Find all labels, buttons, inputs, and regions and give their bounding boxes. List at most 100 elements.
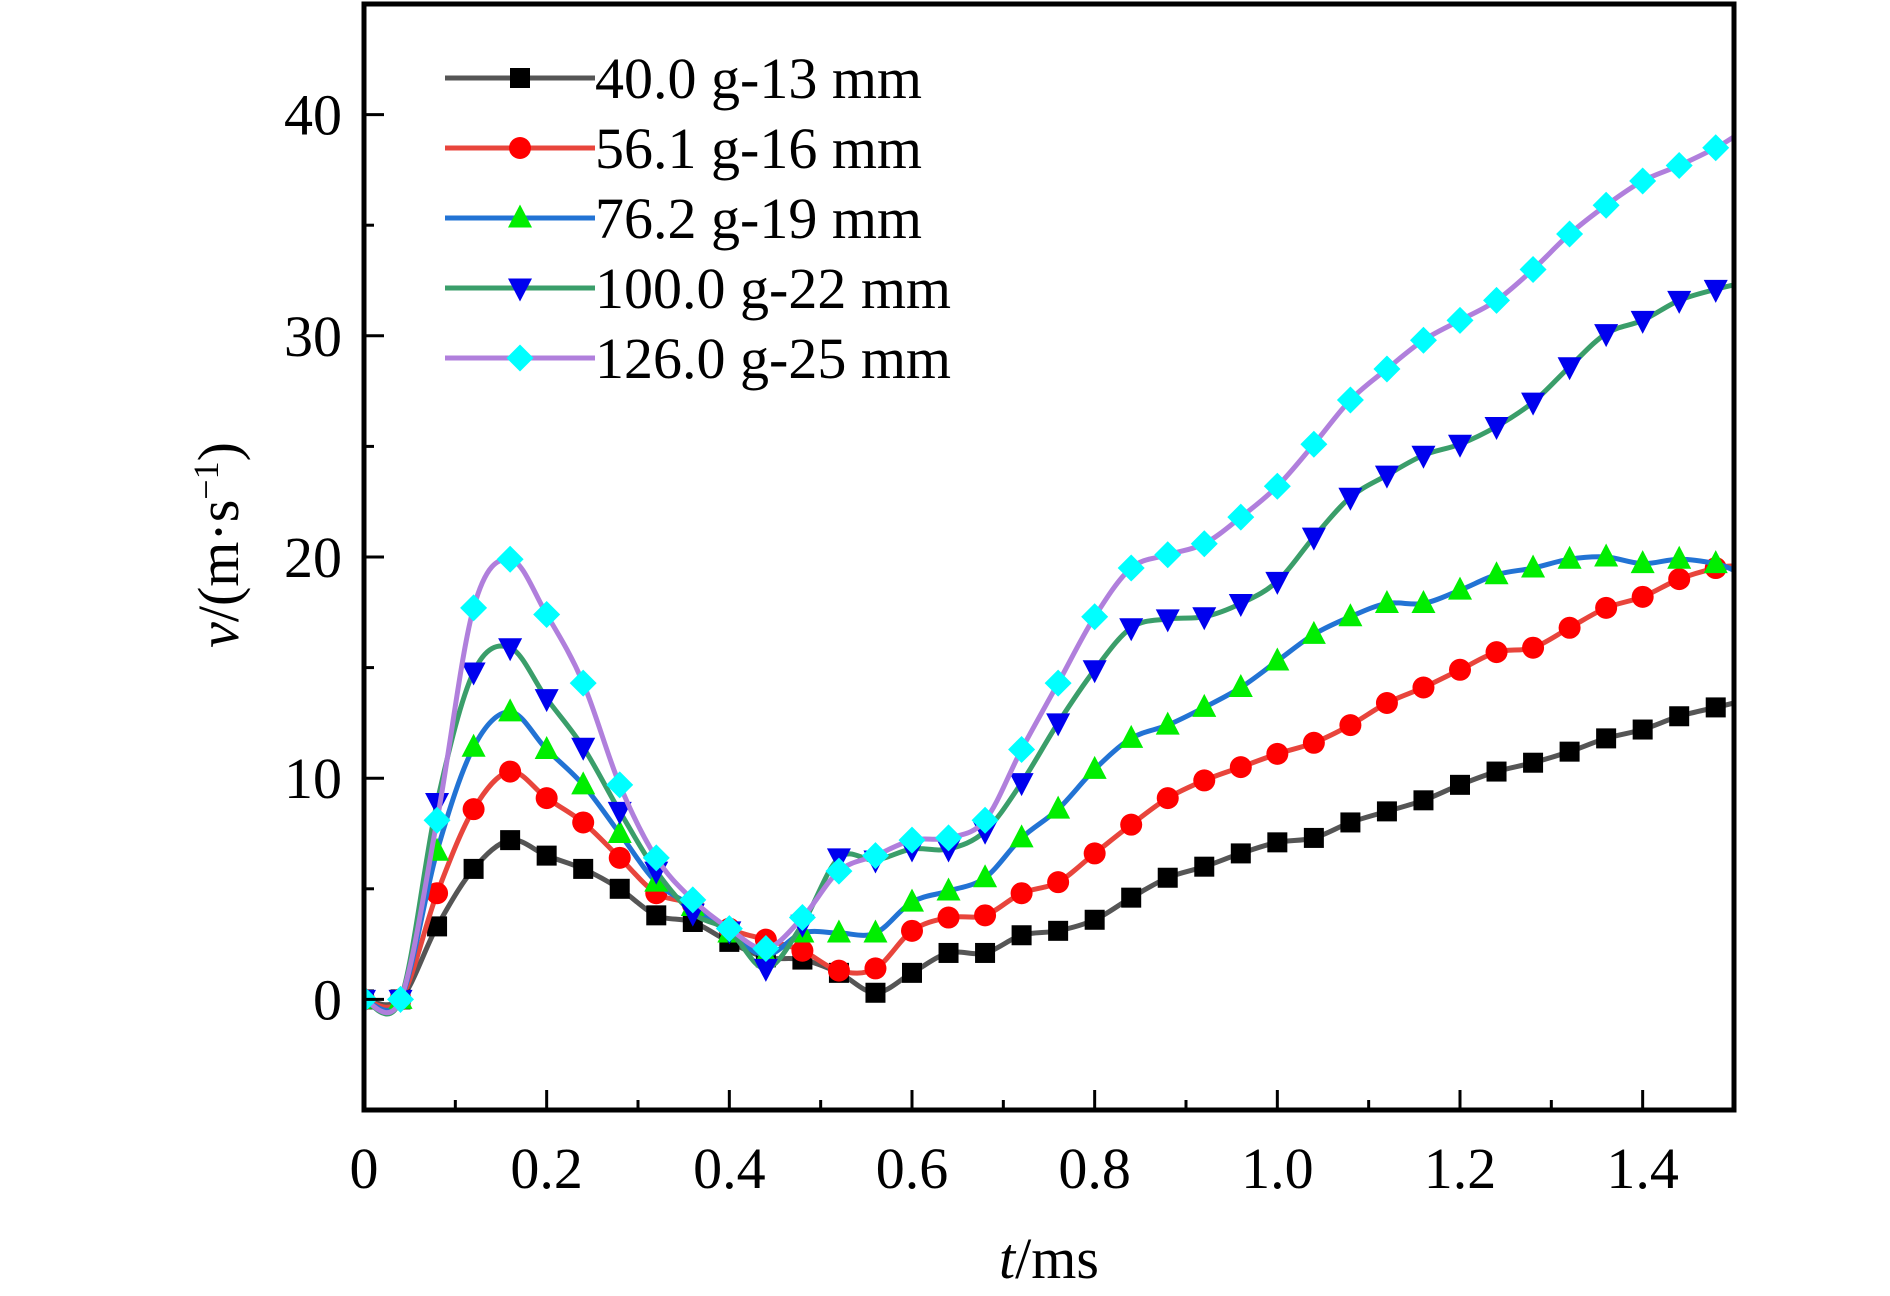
data-point bbox=[1047, 871, 1070, 894]
data-point bbox=[1301, 620, 1326, 644]
data-point bbox=[680, 903, 705, 927]
data-point bbox=[1082, 660, 1107, 684]
data-point bbox=[1483, 286, 1511, 314]
data-point bbox=[1375, 691, 1398, 714]
data-point bbox=[1008, 735, 1036, 763]
legend-marker-triangle-down-icon bbox=[508, 278, 532, 302]
legend-item: 76.2 g-19 mm bbox=[445, 186, 922, 251]
data-point bbox=[1117, 554, 1145, 582]
data-point bbox=[1448, 434, 1472, 458]
data-point bbox=[573, 858, 594, 879]
data-point bbox=[535, 787, 558, 810]
data-point bbox=[1374, 465, 1399, 489]
data-point bbox=[900, 888, 924, 912]
legend-item: 126.0 g-25 mm bbox=[445, 326, 951, 391]
data-point bbox=[1081, 603, 1109, 631]
data-point bbox=[1227, 503, 1255, 531]
series-layer bbox=[364, 134, 1734, 1017]
data-point bbox=[536, 845, 557, 866]
data-point bbox=[1522, 636, 1545, 659]
x-tick-label: 0 bbox=[350, 1136, 379, 1201]
data-point bbox=[1446, 306, 1474, 334]
data-point bbox=[974, 904, 997, 927]
data-point bbox=[1630, 550, 1655, 574]
data-point bbox=[1155, 711, 1180, 735]
data-point bbox=[1267, 832, 1288, 853]
data-point bbox=[1374, 589, 1399, 613]
data-point bbox=[1557, 357, 1582, 381]
data-point bbox=[1157, 867, 1178, 888]
data-point bbox=[1009, 824, 1034, 848]
series-line bbox=[364, 554, 1734, 1013]
data-point bbox=[901, 919, 923, 942]
data-point bbox=[1192, 607, 1217, 631]
y-tick-label: 0 bbox=[313, 967, 342, 1032]
data-point bbox=[463, 858, 484, 879]
data-point bbox=[827, 959, 850, 982]
data-point bbox=[1120, 813, 1143, 836]
data-point bbox=[788, 904, 816, 932]
data-point bbox=[1302, 731, 1325, 754]
x-tick-label: 0.6 bbox=[876, 1136, 949, 1201]
data-point bbox=[1596, 728, 1617, 749]
data-point bbox=[607, 801, 632, 825]
data-point bbox=[1194, 856, 1215, 877]
legend-marker-diamond-icon bbox=[506, 344, 534, 372]
data-point bbox=[1594, 324, 1619, 348]
legend-marker-circle-icon bbox=[509, 137, 531, 159]
data-point bbox=[864, 957, 887, 980]
data-point bbox=[1594, 543, 1619, 567]
y-tick-label: 30 bbox=[284, 304, 342, 369]
data-point bbox=[861, 842, 889, 870]
data-point bbox=[1339, 714, 1362, 737]
data-point bbox=[791, 939, 814, 962]
data-point bbox=[1484, 416, 1509, 440]
x-axis-ticks: 0 0.2 0.4 0.6 0.8 1.0 1.2 1.4 bbox=[350, 1090, 1679, 1201]
data-point bbox=[1486, 761, 1507, 782]
legend-label: 56.1 g-16 mm bbox=[595, 116, 922, 181]
data-point bbox=[498, 638, 523, 662]
data-point bbox=[1703, 550, 1728, 574]
data-point bbox=[606, 771, 634, 799]
data-point bbox=[1411, 445, 1436, 469]
data-point bbox=[1340, 812, 1361, 833]
legend-marker-square-icon bbox=[510, 68, 530, 88]
data-point bbox=[1631, 585, 1654, 608]
legend-item: 56.1 g-16 mm bbox=[445, 116, 922, 181]
x-tick-label: 0.4 bbox=[693, 1136, 766, 1201]
data-point bbox=[938, 942, 959, 963]
x-axis-title-symbol: t bbox=[999, 1226, 1017, 1291]
data-point bbox=[1376, 801, 1397, 822]
data-point bbox=[534, 689, 559, 713]
data-point bbox=[1665, 151, 1693, 179]
data-point bbox=[498, 698, 523, 722]
data-point bbox=[973, 864, 998, 888]
data-point bbox=[646, 905, 667, 926]
data-point bbox=[1300, 430, 1328, 458]
y-axis-title-unit: /(m·s bbox=[186, 500, 251, 622]
data-point bbox=[826, 919, 851, 943]
data-point bbox=[607, 820, 632, 843]
data-point bbox=[571, 771, 596, 795]
x-tick-label: 0.8 bbox=[1058, 1136, 1131, 1201]
data-point bbox=[1667, 545, 1692, 569]
data-point bbox=[569, 669, 597, 697]
legend-item: 40.0 g-13 mm bbox=[445, 46, 922, 111]
data-point bbox=[534, 735, 559, 759]
data-point bbox=[1190, 530, 1218, 558]
data-point bbox=[1266, 742, 1289, 765]
data-point bbox=[1155, 609, 1180, 633]
data-point bbox=[423, 806, 451, 834]
data-point bbox=[1558, 616, 1581, 639]
data-point bbox=[1046, 713, 1071, 737]
data-point bbox=[715, 915, 743, 943]
data-point bbox=[753, 958, 778, 982]
data-point bbox=[1303, 827, 1324, 848]
data-point bbox=[1411, 589, 1436, 613]
axes-layer bbox=[361, 1, 1737, 1113]
data-point bbox=[825, 857, 853, 885]
data-point bbox=[1044, 669, 1072, 697]
data-point bbox=[608, 846, 631, 869]
series-line bbox=[364, 700, 1734, 1008]
